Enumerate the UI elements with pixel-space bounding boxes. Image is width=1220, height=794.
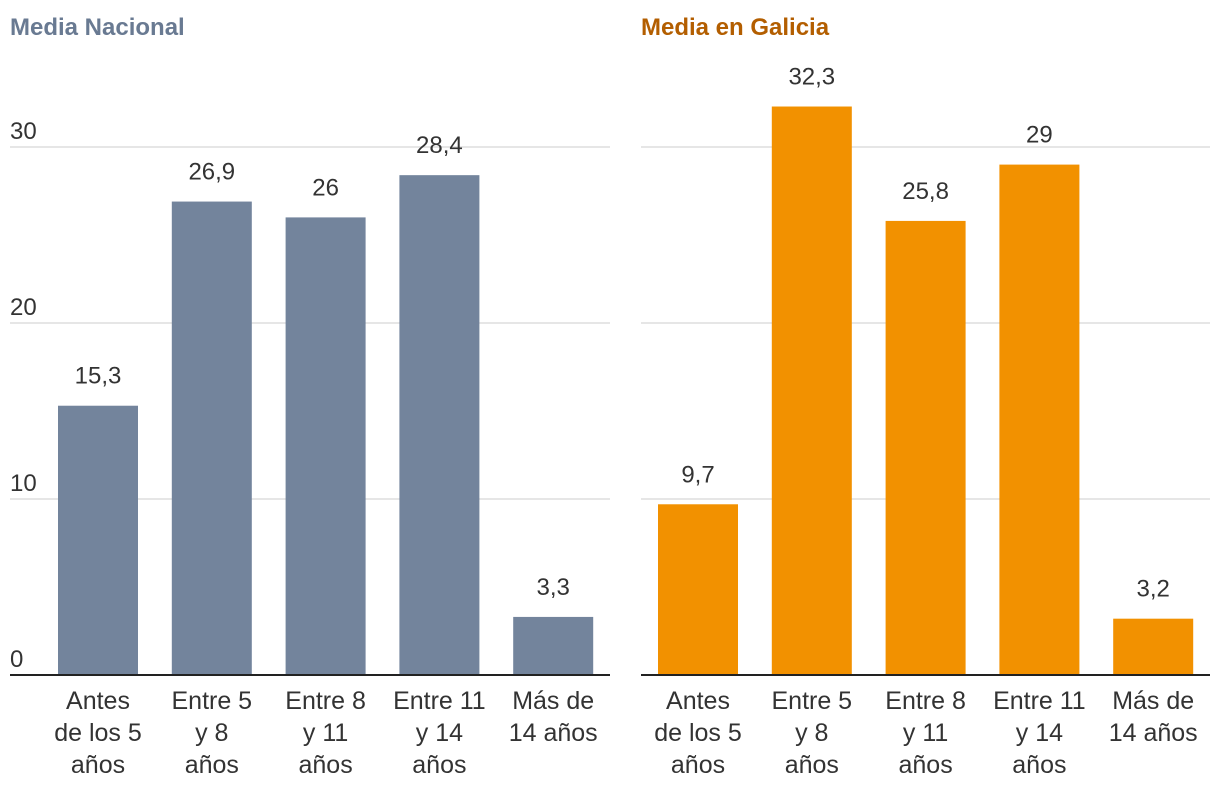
data-label: 32,3 <box>788 64 835 91</box>
data-label: 3,3 <box>537 574 570 601</box>
x-tick-label: Más de 14 años <box>509 687 598 747</box>
panel-title: Media Nacional <box>10 14 185 41</box>
bar <box>999 164 1080 675</box>
bar <box>885 220 966 676</box>
x-tick-label: Antes de los 5 años <box>654 687 742 779</box>
bar <box>399 175 480 675</box>
data-label: 9,7 <box>681 461 714 488</box>
panel-media-galicia: Media en Galicia 9,7 Antes de los 5 años 32,… <box>641 14 1210 779</box>
y-tick-label: 20 <box>10 294 37 321</box>
data-label: 26 <box>312 174 339 201</box>
panel-title: Media en Galicia <box>641 14 830 41</box>
y-tick-label: 30 <box>10 118 37 145</box>
x-tick-label: Antes de los 5 años <box>54 687 142 779</box>
x-tick-label: Entre 11 y 14 años <box>393 687 486 779</box>
bar <box>771 106 852 675</box>
bar <box>513 616 594 675</box>
y-tick-label: 10 <box>10 470 37 497</box>
x-tick-label: Más de 14 años <box>1109 687 1198 747</box>
data-label: 29 <box>1026 122 1053 149</box>
x-tick-label: Entre 11 y 14 años <box>993 687 1086 779</box>
bar <box>171 201 252 675</box>
data-label: 3,2 <box>1137 576 1170 603</box>
bar <box>1113 618 1194 675</box>
data-label: 28,4 <box>416 132 463 159</box>
data-label: 25,8 <box>902 178 949 205</box>
data-label: 26,9 <box>188 159 235 186</box>
data-label: 15,3 <box>75 363 122 390</box>
bar <box>58 405 138 675</box>
bar <box>658 504 738 675</box>
y-tick-label: 0 <box>10 646 23 673</box>
bar <box>285 217 366 675</box>
